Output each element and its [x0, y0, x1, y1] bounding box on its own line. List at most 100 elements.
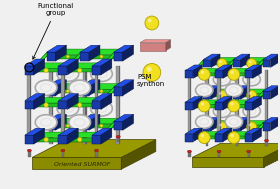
Circle shape: [230, 102, 234, 106]
Polygon shape: [64, 66, 65, 144]
Polygon shape: [123, 114, 134, 130]
Polygon shape: [203, 91, 211, 99]
Ellipse shape: [62, 105, 73, 112]
Polygon shape: [215, 102, 223, 110]
Polygon shape: [55, 49, 89, 55]
Circle shape: [100, 55, 103, 58]
Polygon shape: [67, 128, 78, 144]
Circle shape: [249, 124, 251, 126]
Text: PSM
synthon: PSM synthon: [137, 74, 165, 87]
Polygon shape: [80, 45, 100, 52]
Ellipse shape: [265, 139, 269, 142]
Polygon shape: [116, 66, 120, 144]
Polygon shape: [193, 92, 203, 105]
Ellipse shape: [247, 76, 256, 83]
Polygon shape: [233, 60, 241, 67]
Polygon shape: [263, 143, 280, 167]
Polygon shape: [89, 84, 123, 89]
Polygon shape: [245, 102, 253, 110]
Polygon shape: [25, 135, 34, 144]
Text: Functional
group: Functional group: [33, 3, 74, 59]
Polygon shape: [92, 128, 112, 135]
Ellipse shape: [187, 150, 192, 153]
Polygon shape: [253, 123, 263, 137]
Circle shape: [247, 59, 256, 68]
Polygon shape: [166, 40, 171, 51]
Polygon shape: [114, 121, 123, 130]
Polygon shape: [101, 53, 114, 70]
Polygon shape: [114, 80, 134, 87]
Polygon shape: [30, 66, 31, 144]
Ellipse shape: [230, 119, 238, 125]
Circle shape: [66, 124, 69, 127]
Circle shape: [148, 19, 152, 22]
Ellipse shape: [218, 76, 226, 83]
Polygon shape: [25, 66, 34, 75]
Circle shape: [100, 90, 103, 93]
Ellipse shape: [62, 70, 73, 78]
Polygon shape: [83, 66, 87, 144]
Polygon shape: [223, 136, 245, 139]
Circle shape: [44, 103, 48, 107]
Polygon shape: [245, 70, 253, 78]
Polygon shape: [59, 135, 67, 144]
Polygon shape: [211, 62, 233, 65]
Polygon shape: [67, 94, 78, 109]
Polygon shape: [203, 86, 220, 91]
Polygon shape: [211, 54, 220, 67]
Polygon shape: [203, 60, 211, 67]
Polygon shape: [185, 128, 202, 134]
Polygon shape: [241, 117, 250, 131]
Polygon shape: [25, 128, 45, 135]
Polygon shape: [215, 70, 223, 78]
Polygon shape: [211, 93, 233, 97]
Polygon shape: [263, 86, 279, 91]
Polygon shape: [34, 53, 46, 70]
Circle shape: [66, 90, 69, 93]
Polygon shape: [92, 101, 101, 109]
Polygon shape: [80, 80, 100, 87]
Polygon shape: [253, 56, 270, 71]
Polygon shape: [211, 125, 233, 129]
Polygon shape: [193, 68, 222, 73]
Polygon shape: [34, 98, 67, 103]
Polygon shape: [89, 118, 123, 124]
Polygon shape: [263, 123, 270, 131]
Polygon shape: [140, 40, 171, 43]
Polygon shape: [241, 62, 263, 65]
Polygon shape: [55, 114, 66, 130]
Ellipse shape: [91, 66, 112, 81]
Polygon shape: [50, 137, 52, 142]
Circle shape: [230, 134, 234, 137]
Polygon shape: [245, 134, 253, 142]
Polygon shape: [92, 94, 112, 101]
Ellipse shape: [195, 115, 213, 128]
Polygon shape: [114, 45, 134, 52]
Polygon shape: [123, 80, 134, 96]
Polygon shape: [59, 59, 78, 66]
Polygon shape: [215, 134, 223, 142]
Polygon shape: [27, 66, 31, 144]
Polygon shape: [34, 47, 55, 67]
Polygon shape: [67, 116, 89, 136]
Polygon shape: [101, 87, 114, 105]
Polygon shape: [46, 80, 66, 87]
Polygon shape: [265, 70, 268, 142]
Polygon shape: [32, 140, 156, 157]
Polygon shape: [193, 104, 215, 108]
Polygon shape: [241, 121, 270, 125]
Polygon shape: [190, 70, 191, 142]
Polygon shape: [55, 80, 66, 96]
Polygon shape: [92, 66, 101, 75]
Ellipse shape: [61, 149, 65, 152]
Ellipse shape: [95, 149, 99, 152]
Polygon shape: [211, 89, 240, 93]
Ellipse shape: [217, 150, 221, 153]
Polygon shape: [193, 97, 202, 110]
Polygon shape: [203, 117, 220, 123]
Polygon shape: [46, 45, 66, 52]
Circle shape: [198, 68, 210, 80]
Circle shape: [228, 68, 240, 80]
Polygon shape: [223, 104, 245, 108]
Polygon shape: [223, 132, 252, 136]
